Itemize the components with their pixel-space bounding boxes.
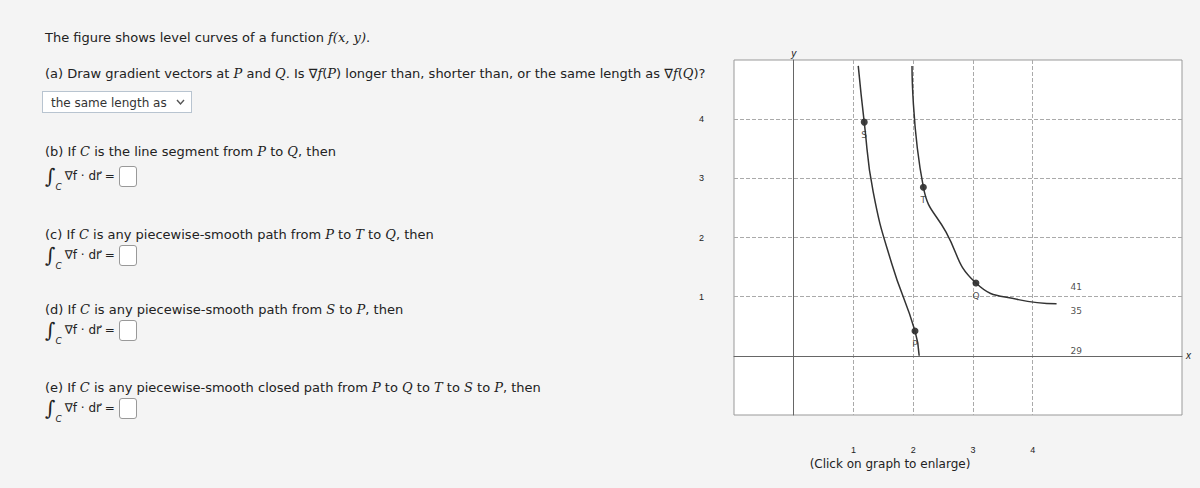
svg-text:x: x [1185,350,1192,361]
svg-text:Q: Q [972,291,979,301]
svg-text:T: T [920,195,927,206]
svg-text:1: 1 [699,292,704,302]
svg-text:3: 3 [970,445,975,455]
svg-text:4: 4 [699,114,704,124]
html-text:C: C [55,335,62,346]
html-text:(e) If C is any piecewise-smoo: (e) If C is any piecewise-smooth closed … [45,380,541,395]
svg-text:4: 4 [1030,445,1035,455]
html-text:∇f · dr⃗ =: ∇f · dr⃗ = [64,400,115,415]
svg-text:3: 3 [699,173,704,183]
html-text:(b) If C is the line segment f: (b) If C is the line segment from P to Q… [45,144,336,159]
html-text:∇f · dr⃗ =: ∇f · dr⃗ = [64,247,115,262]
html-text:The figure shows level curves: The figure shows level curves of a funct… [45,30,371,45]
html-text:(d) If C is any piecewise-smoo: (d) If C is any piecewise-smooth path fr… [45,302,404,317]
html-text:(c) If C is any piecewise-smoo: (c) If C is any piecewise-smooth path fr… [45,227,434,242]
svg-text:2: 2 [911,445,916,455]
svg-text:2: 2 [699,233,704,243]
svg-text:P: P [912,339,918,349]
html-text:∇f · dr⃗ =: ∇f · dr⃗ = [64,322,115,337]
svg-text:S: S [861,130,868,141]
svg-text:y: y [790,48,797,59]
svg-text:41: 41 [1071,282,1082,292]
html-text:(Click on graph to enlarge): (Click on graph to enlarge) [809,457,971,471]
svg-text:35: 35 [1071,306,1082,316]
svg-text:29: 29 [1071,346,1083,356]
html-text:C: C [55,181,62,192]
html-text:C: C [55,413,62,424]
html-text:(a) Draw gradient vectors at P: (a) Draw gradient vectors at P and Q. Is… [45,66,706,81]
html-text:∇f · dr⃗ =: ∇f · dr⃗ = [64,168,115,183]
svg-text:1: 1 [851,445,856,455]
html-text:the same length as: the same length as [51,96,167,110]
html-text:C: C [55,260,62,271]
